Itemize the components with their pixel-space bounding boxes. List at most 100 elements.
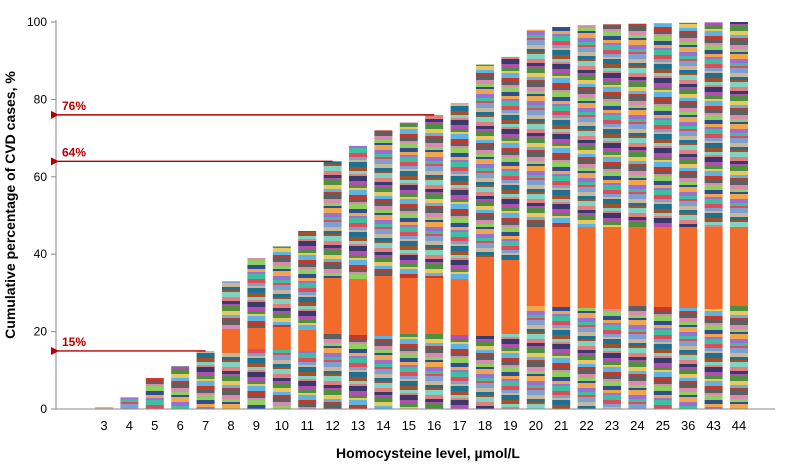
bar-segment (374, 378, 393, 381)
bar-segment (399, 376, 418, 379)
bar-segment (704, 323, 723, 325)
bar-segment (552, 349, 571, 353)
bar-segment (552, 330, 571, 335)
bar-segment (552, 279, 571, 283)
bar-segment (577, 395, 596, 397)
bar-segment (222, 306, 240, 311)
bar-segment (603, 73, 621, 78)
bar-segment (730, 227, 748, 231)
bar-segment (222, 367, 240, 371)
bar-segment (323, 236, 342, 241)
bar-segment (298, 283, 317, 288)
bar-segment (679, 308, 698, 311)
bar-segment (450, 260, 469, 265)
x-tick-label: 4 (126, 418, 133, 433)
bar-segment (628, 234, 647, 236)
bar-segment (653, 258, 672, 260)
bar-segment (501, 176, 520, 180)
bar-segment (577, 313, 596, 318)
bar-segment (679, 269, 698, 271)
bar-segment (501, 129, 520, 134)
bar-segment (247, 314, 266, 316)
bar-segment (577, 45, 596, 47)
bar-segment (628, 222, 647, 227)
bar-segment (374, 383, 393, 388)
bar-segment (704, 152, 723, 155)
bar-segment (552, 174, 571, 176)
bar-segment (577, 145, 596, 150)
bar-segment (272, 364, 291, 367)
bar-segment (730, 362, 748, 367)
bar-segment (704, 255, 723, 260)
bar-segment (247, 395, 266, 398)
bar-segment (526, 96, 545, 101)
bar-segment (628, 82, 647, 87)
bar-segment (552, 274, 571, 279)
bar-segment (603, 85, 621, 87)
bar-segment (603, 87, 621, 92)
bar-segment (526, 147, 545, 150)
bar-segment (399, 169, 418, 171)
bar-segment (450, 162, 469, 167)
bar-segment (323, 213, 342, 217)
bar-segment (476, 367, 494, 369)
bar-segment (552, 202, 571, 204)
bar-segment (653, 64, 672, 69)
bar-segment (603, 148, 621, 152)
bar-44 (730, 22, 748, 409)
bar-segment (730, 108, 748, 110)
bar-segment (577, 271, 596, 276)
bar-segment (476, 271, 494, 276)
bar-segment (628, 203, 647, 206)
bar-segment (730, 292, 748, 297)
bar-segment (450, 400, 469, 405)
bar-segment (272, 346, 291, 350)
annotation-label: 15% (62, 335, 86, 349)
bar-segment (349, 246, 367, 251)
bar-segment (476, 360, 494, 364)
bar-segment (501, 358, 520, 362)
bar-10 (272, 246, 291, 409)
bar-segment (653, 160, 672, 162)
bar-segment (603, 204, 621, 208)
bar-segment (730, 101, 748, 105)
bar-segment (526, 318, 545, 320)
bar-segment (450, 302, 469, 307)
bar-segment (603, 208, 621, 211)
bar-segment (577, 196, 596, 199)
bar-segment (628, 301, 647, 304)
bar-segment (247, 321, 266, 325)
bar-segment (374, 234, 393, 238)
bar-segment (374, 339, 393, 341)
bar-segment (399, 250, 418, 253)
bar-segment (704, 68, 723, 71)
bar-segment (552, 353, 571, 356)
bar-segment (704, 339, 723, 344)
bar-segment (603, 124, 621, 127)
bar-segment (298, 400, 317, 404)
bar-segment (552, 41, 571, 45)
bar-segment (222, 290, 240, 292)
bar-segment (272, 367, 291, 369)
bar-segment (272, 308, 291, 311)
bar-segment (425, 241, 444, 245)
bar-segment (349, 381, 367, 384)
bar-segment (730, 178, 748, 180)
bar-segment (425, 329, 444, 332)
bar-segment (476, 213, 494, 215)
bar-segment (501, 204, 520, 208)
bar-segment (679, 201, 698, 206)
bar-segment (603, 180, 621, 183)
y-tick-label: 100 (27, 15, 47, 29)
bar-segment (399, 274, 418, 278)
bar-segment (577, 215, 596, 220)
bar-segment (552, 328, 571, 330)
bar-segment (730, 311, 748, 315)
bar-24 (628, 23, 647, 409)
bar-segment (679, 257, 698, 262)
bar-segment (552, 153, 571, 157)
bar-segment (501, 393, 520, 395)
bar-segment (628, 26, 647, 31)
bar-segment (196, 358, 215, 362)
bar-segment (704, 54, 723, 57)
